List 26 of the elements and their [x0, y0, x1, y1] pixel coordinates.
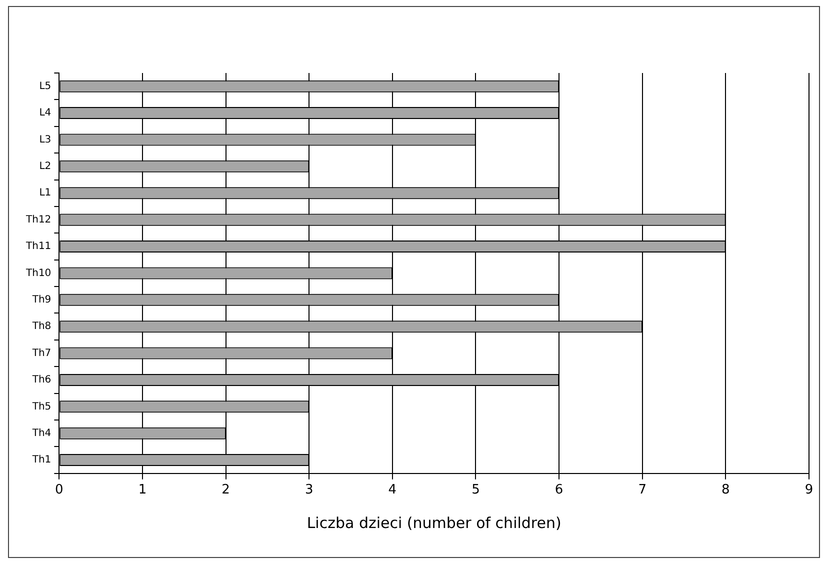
y-tick-label: Th11 — [25, 241, 52, 252]
x-tick-label: 0 — [55, 482, 64, 498]
y-tick-label: L5 — [39, 80, 52, 92]
y-tick-label: Th12 — [25, 214, 52, 226]
y-tick-label: Th1 — [31, 454, 52, 466]
y-tick-label: L4 — [39, 108, 52, 119]
y-tick-label: Th9 — [31, 294, 52, 306]
y-tick-label: L3 — [39, 134, 52, 146]
y-tick-label: Th8 — [31, 321, 52, 332]
y-tick-label: Th4 — [31, 428, 52, 439]
y-tick-label: L2 — [39, 161, 52, 172]
x-tick-label: 8 — [722, 482, 730, 498]
x-axis-title: Liczba dzieci (number of children) — [306, 514, 562, 532]
y-tick-label: Th6 — [31, 374, 52, 386]
y-tick-label: Th5 — [31, 401, 52, 412]
y-tick-label: Th10 — [25, 268, 52, 279]
x-tick-label: 6 — [554, 482, 564, 498]
x-tick-label: 5 — [472, 482, 480, 498]
y-tick-label: Th7 — [31, 348, 52, 359]
x-tick-label: 9 — [804, 482, 814, 498]
x-tick-label: 2 — [222, 482, 230, 498]
x-tick-label: 3 — [304, 482, 314, 498]
x-tick-label: 7 — [638, 482, 647, 498]
x-tick-label: 4 — [388, 482, 397, 498]
x-tick-label: 1 — [138, 482, 147, 498]
y-tick-label: L1 — [39, 188, 52, 199]
